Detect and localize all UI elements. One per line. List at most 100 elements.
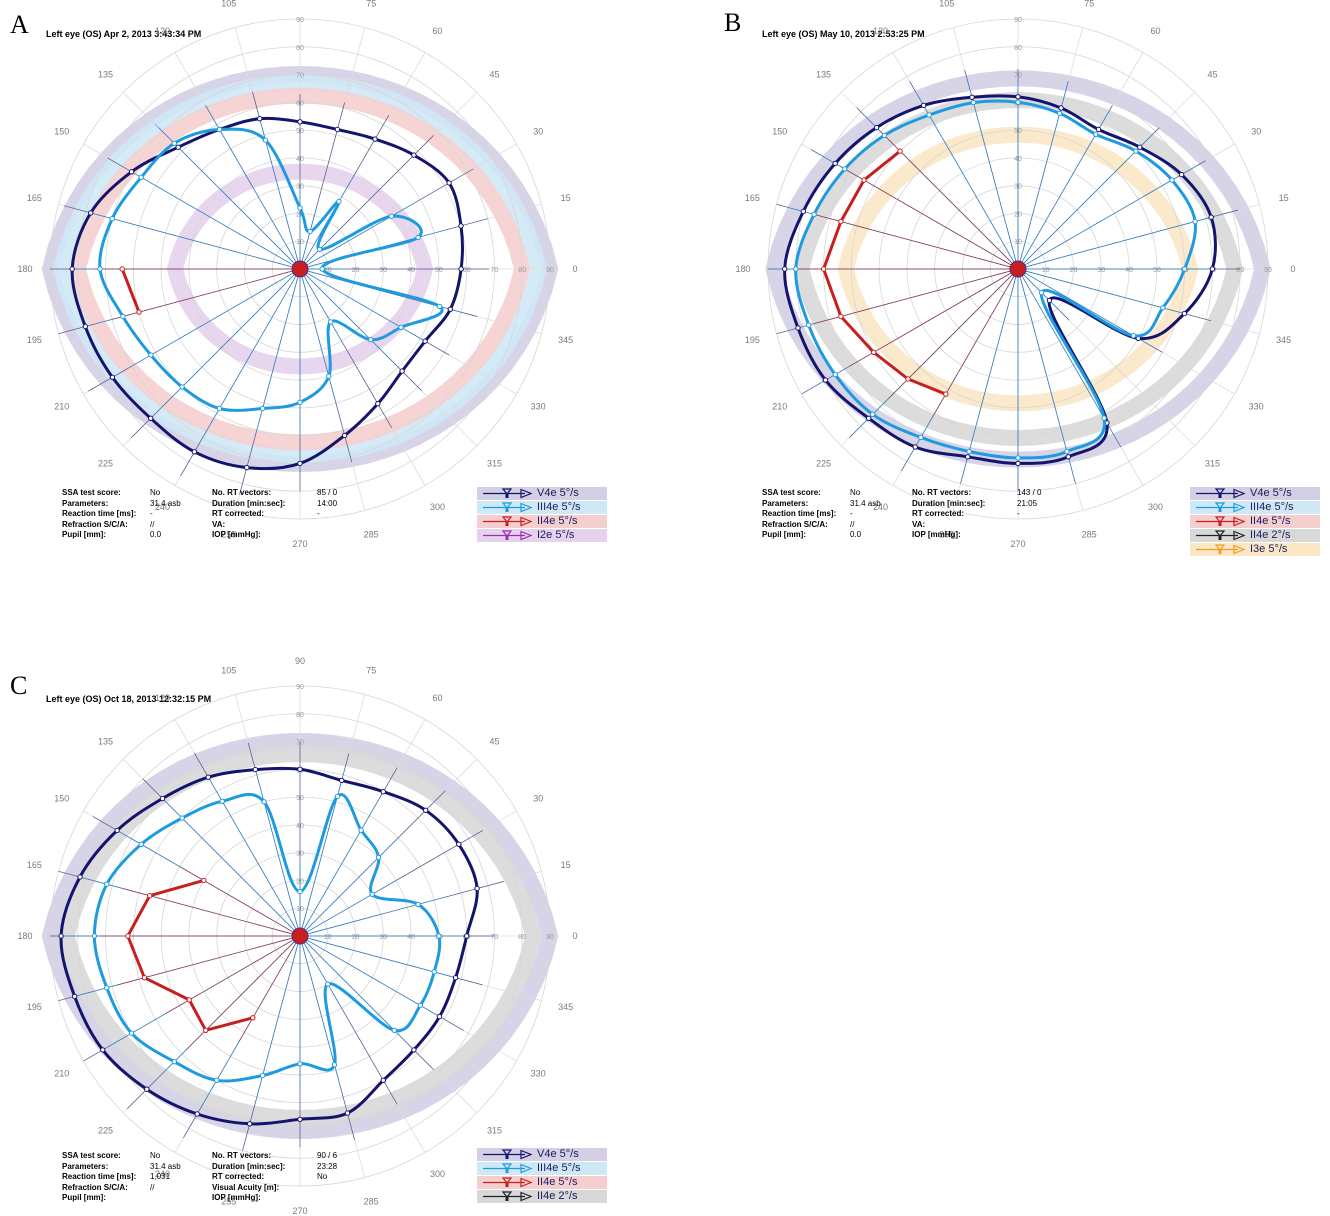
legend-arrow-icon	[520, 1177, 533, 1188]
angle-tick-label: 345	[1276, 335, 1291, 345]
angle-tick-label: 345	[558, 335, 573, 345]
angle-tick-label: 285	[364, 530, 379, 540]
isopter-point	[423, 807, 429, 814]
legend-arrow-icon	[1233, 516, 1246, 527]
rt-vector	[1017, 268, 1119, 443]
isopter-point	[965, 454, 971, 460]
angle-tick-label: 315	[487, 1126, 502, 1136]
angle-tick-label: 180	[735, 264, 750, 274]
param-value: 31.4 asb	[150, 1161, 181, 1171]
legend-marker-base	[1218, 536, 1222, 540]
panel-c: C Left eye (OS) Oct 18, 2013 12:32:15 PM…	[0, 656, 640, 1216]
param-label: No. RT vectors:	[212, 1151, 272, 1160]
legend-marker	[1214, 488, 1226, 495]
angle-tick-label: 180	[17, 931, 32, 941]
angle-tick-label: 165	[27, 193, 42, 203]
legend: V4e 5°/s III4e 5°/s II4e 5°/s II4e 2°/s	[477, 1148, 607, 1204]
param-value: No	[150, 1151, 161, 1160]
radius-tick-label: 90	[546, 267, 554, 274]
isopter-line	[794, 99, 1197, 460]
angle-tick-label: 270	[292, 539, 307, 549]
rt-vector	[112, 268, 301, 320]
angle-tick-label: 0	[1290, 264, 1295, 274]
isopter-point	[327, 319, 334, 325]
rt-vector	[238, 935, 301, 1042]
rt-vector	[965, 75, 1019, 270]
rt-vector	[299, 268, 391, 360]
isopter-point	[415, 901, 421, 908]
rt-vector	[299, 837, 399, 937]
radius-tick-label: 80	[518, 934, 526, 941]
isopter-point	[109, 374, 116, 380]
isopter-point	[782, 266, 788, 272]
param-value: 31.4 asb	[850, 498, 881, 508]
isopter-point	[138, 174, 144, 181]
isopter-point	[128, 1030, 135, 1036]
legend-arrow-icon	[520, 488, 533, 499]
param-label: VA:	[912, 519, 926, 529]
isopter-point	[297, 1061, 303, 1067]
legend-item: I3e 5°/s	[1190, 543, 1320, 556]
legend-arrow-icon	[520, 530, 533, 541]
radius-tick-label: 10	[324, 934, 332, 941]
angle-tick-label: 45	[489, 70, 499, 80]
angle-tick-label: 225	[98, 459, 113, 469]
legend-marker-base	[505, 494, 509, 498]
param-value: 0.0	[150, 530, 162, 539]
legend-label: III4e 5°/s	[1250, 501, 1294, 513]
isopter-point	[297, 460, 303, 467]
angle-tick-label: 120	[155, 26, 170, 36]
isopter-point	[147, 893, 153, 899]
param-label: VA:	[212, 519, 226, 529]
isopter-point	[104, 985, 110, 991]
param-value: -	[1017, 509, 1020, 518]
isopter-point	[873, 124, 880, 131]
param-value: 143 / 0	[1017, 488, 1042, 497]
isopter-point	[297, 205, 303, 211]
isopter-point	[259, 1072, 266, 1079]
legend-arrow-icon	[1233, 488, 1246, 499]
legend-item: II4e 5°/s	[477, 515, 607, 528]
isopter-point	[398, 324, 404, 330]
legend-arrow-icon	[1233, 544, 1246, 555]
isopter-point	[391, 1027, 397, 1033]
angle-tick-label: 240	[873, 502, 888, 512]
angle-tick-label: 300	[430, 1169, 445, 1179]
legend-marker	[501, 1191, 513, 1198]
panel-letter: A	[10, 10, 29, 39]
legend-item: II4e 5°/s	[477, 1176, 607, 1189]
param-label: Refraction S/C/A:	[762, 519, 828, 529]
legend-label: I3e 5°/s	[1250, 543, 1288, 555]
rt-vector	[299, 204, 318, 270]
legend-symbol-icon	[1196, 516, 1246, 527]
isopter-point	[252, 766, 259, 773]
isopter-point	[966, 448, 972, 455]
isopter-point	[136, 309, 142, 315]
isopter-point	[307, 228, 313, 235]
legend-marker-base	[1218, 522, 1222, 526]
isopter-point	[91, 933, 98, 939]
angle-tick-label: 225	[98, 1126, 113, 1136]
isopters	[782, 94, 1217, 467]
legend-label: III4e 5°/s	[537, 501, 581, 513]
angle-tick-label: 270	[1010, 539, 1025, 549]
legend-symbol-icon	[483, 502, 533, 513]
panel-title: Left eye (OS) May 10, 2013 2:53:25 PM	[762, 29, 925, 39]
angle-tick-label: 285	[364, 1197, 379, 1207]
isopter-point	[128, 169, 135, 175]
isopter-point	[861, 177, 867, 183]
angle-tick-label: 15	[561, 193, 571, 203]
angle-tick-label: 255	[939, 530, 954, 540]
rt-vector	[207, 777, 301, 937]
legend-label: II4e 5°/s	[537, 515, 578, 527]
isopter-point	[71, 993, 78, 1000]
isopter-point	[905, 376, 911, 382]
rt-vector	[126, 268, 301, 370]
legend-marker-base	[505, 1197, 509, 1201]
isopter-point	[822, 377, 829, 383]
radius-tick-label: 10	[1042, 267, 1050, 274]
param-value: //	[150, 1182, 155, 1192]
legend-label: V4e 5°/s	[537, 487, 579, 499]
angle-tick-label: 345	[558, 1002, 573, 1012]
angle-tick-label: 330	[1249, 402, 1264, 412]
